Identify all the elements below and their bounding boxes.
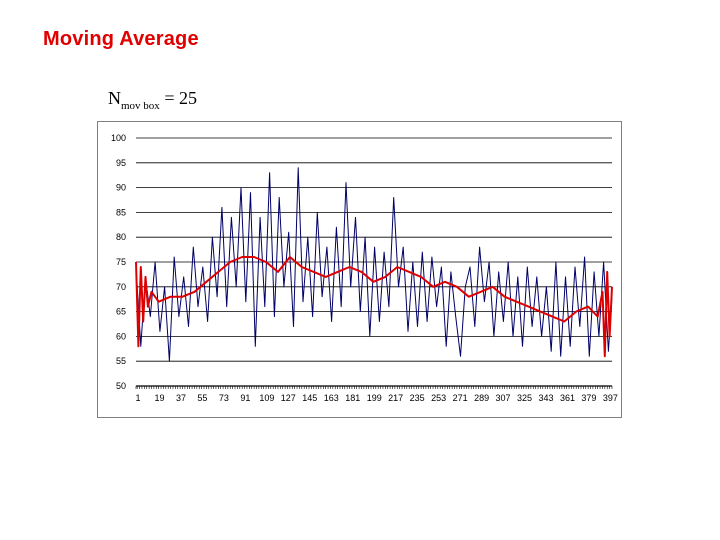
x-tick-label: 361 — [560, 393, 575, 403]
y-tick-label: 100 — [111, 133, 126, 143]
formula-value: = 25 — [159, 88, 197, 108]
x-tick-label: 127 — [281, 393, 296, 403]
x-tick-label: 181 — [345, 393, 360, 403]
x-tick-label: 37 — [176, 393, 186, 403]
x-tick-label: 379 — [581, 393, 596, 403]
y-tick-label: 60 — [116, 331, 126, 341]
x-tick-label: 235 — [410, 393, 425, 403]
y-tick-label: 65 — [116, 307, 126, 317]
moving-average-series-line — [135, 256, 613, 358]
x-tick-label: 73 — [219, 393, 229, 403]
x-tick-label: 325 — [517, 393, 532, 403]
x-tick-label: 163 — [324, 393, 339, 403]
y-tick-label: 70 — [116, 282, 126, 292]
y-tick-label: 85 — [116, 207, 126, 217]
moving-box-formula: Nmov box = 25 — [108, 88, 197, 112]
y-tick-label: 80 — [116, 232, 126, 242]
x-tick-label: 271 — [453, 393, 468, 403]
formula-base: N — [108, 88, 121, 108]
raw-data-series-line — [135, 167, 613, 362]
x-axis-ticks: 1 19 37 55 73 91 109 127 145 163 181 199 217 235 253 27… — [135, 386, 618, 403]
y-tick-label: 75 — [116, 257, 126, 267]
x-tick-label: 199 — [367, 393, 382, 403]
x-tick-label: 109 — [259, 393, 274, 403]
y-tick-label: 50 — [116, 381, 126, 391]
chart-frame: 50 55 60 65 70 75 80 85 90 95 100 1 19 37 55 73 91 109 12… — [97, 121, 622, 418]
x-tick-label: 253 — [431, 393, 446, 403]
x-tick-label: 145 — [302, 393, 317, 403]
formula-subscript: mov box — [121, 100, 160, 112]
slide-title: Moving Average — [43, 28, 199, 50]
x-tick-label: 91 — [240, 393, 250, 403]
x-tick-label: 55 — [197, 393, 207, 403]
x-tick-label: 397 — [603, 393, 618, 403]
moving-average-chart: 50 55 60 65 70 75 80 85 90 95 100 1 19 37 55 73 91 109 12… — [111, 133, 618, 403]
x-tick-label: 217 — [388, 393, 403, 403]
x-tick-label: 19 — [154, 393, 164, 403]
y-tick-label: 55 — [116, 356, 126, 366]
y-axis-ticks: 50 55 60 65 70 75 80 85 90 95 100 — [111, 133, 126, 391]
x-tick-label: 1 — [135, 393, 140, 403]
series-lines — [135, 167, 613, 362]
y-tick-label: 95 — [116, 158, 126, 168]
x-tick-label: 307 — [496, 393, 511, 403]
x-tick-label: 289 — [474, 393, 489, 403]
x-tick-label: 343 — [538, 393, 553, 403]
y-tick-label: 90 — [116, 183, 126, 193]
